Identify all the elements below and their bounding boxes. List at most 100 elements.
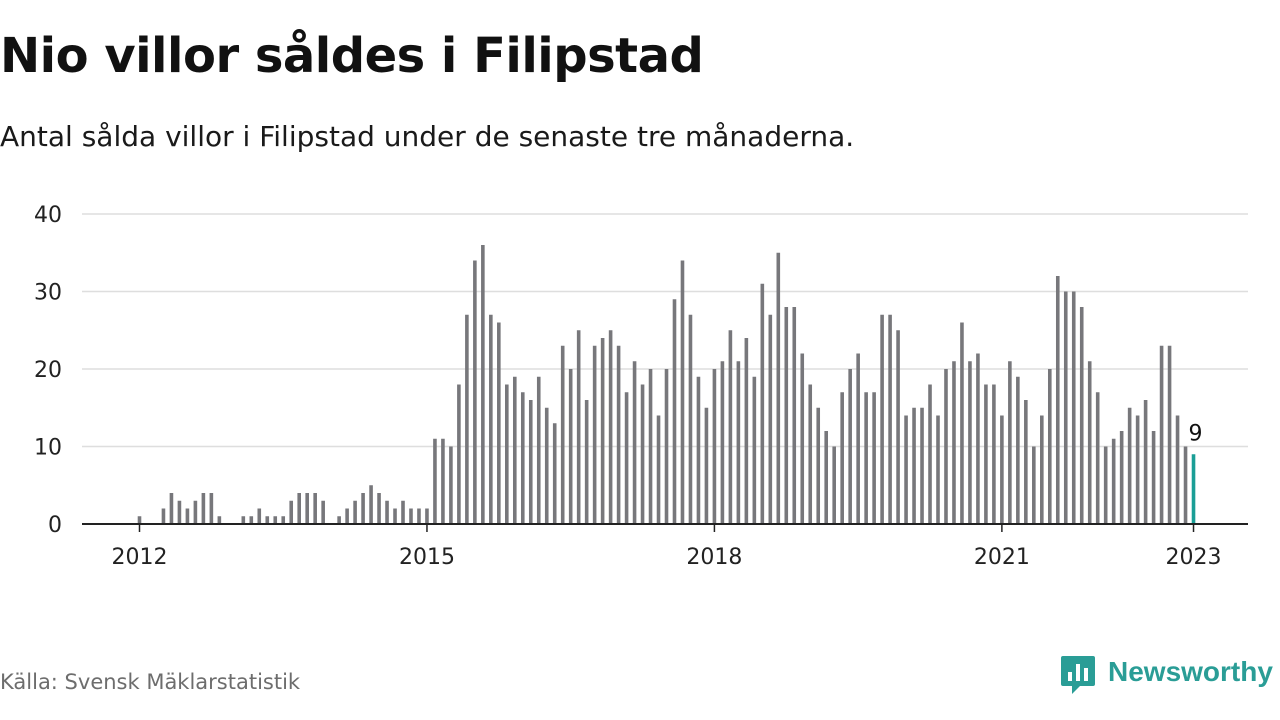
y-tick-label: 20	[34, 358, 62, 383]
bar	[1095, 392, 1100, 524]
bar	[936, 415, 940, 524]
bar	[696, 376, 701, 524]
bar	[704, 407, 709, 524]
bar	[385, 500, 389, 524]
bar	[313, 493, 317, 524]
bar	[672, 299, 677, 524]
bar	[888, 314, 892, 524]
bar	[928, 384, 932, 524]
bar	[720, 361, 725, 524]
bar	[1032, 446, 1036, 524]
bar	[481, 245, 485, 524]
bar	[864, 392, 868, 524]
bar	[856, 353, 860, 524]
bar	[321, 500, 325, 524]
bar	[824, 431, 829, 524]
bar	[1040, 415, 1044, 524]
bar	[1183, 446, 1188, 524]
bar	[1087, 361, 1092, 524]
bar	[449, 446, 453, 524]
bar	[1000, 415, 1004, 524]
bar	[728, 330, 733, 524]
bar	[177, 500, 182, 524]
chart-title: Nio villor såldes i Filipstad	[0, 28, 704, 84]
bar-chart: 0 10 20 30 40 2012 2015 2018 2021 2023 9	[34, 203, 1248, 570]
data-label: 9	[1189, 421, 1203, 446]
bar	[185, 508, 190, 524]
bar	[161, 508, 166, 524]
bar	[1159, 345, 1164, 524]
bar	[920, 407, 924, 524]
bar	[712, 369, 717, 524]
bar	[1175, 415, 1180, 524]
bar	[792, 307, 797, 524]
y-tick-label: 0	[48, 513, 62, 538]
bar	[1055, 276, 1060, 524]
bar	[209, 493, 214, 524]
bar	[377, 493, 381, 524]
bar	[576, 330, 581, 524]
x-tick-label: 2023	[1166, 545, 1222, 570]
bar	[217, 516, 222, 524]
bar	[345, 508, 349, 524]
x-tick-label: 2018	[686, 545, 742, 570]
bar	[984, 384, 988, 524]
bar	[353, 500, 357, 524]
bar	[616, 345, 621, 524]
bar	[1151, 431, 1156, 524]
bar	[417, 508, 421, 524]
bar	[409, 508, 413, 524]
bar	[457, 384, 461, 524]
bar	[600, 338, 605, 524]
bar	[568, 369, 573, 524]
bar	[201, 493, 206, 524]
source-note: Källa: Svensk Mäklarstatistik	[0, 670, 301, 694]
bar	[752, 376, 757, 524]
bar	[512, 376, 517, 524]
bar	[832, 446, 836, 524]
bar	[760, 283, 765, 524]
bar	[1135, 415, 1140, 524]
newsworthy-logo-icon	[1061, 656, 1095, 694]
bar	[1111, 438, 1116, 524]
bar	[560, 345, 565, 524]
bar	[848, 369, 852, 524]
bar	[1008, 361, 1012, 524]
bar	[1143, 400, 1148, 524]
bar	[904, 415, 908, 524]
bar	[193, 500, 198, 524]
bar	[361, 493, 365, 524]
bar-highlight	[1191, 454, 1196, 524]
bar	[265, 516, 270, 524]
bar	[632, 361, 637, 524]
bar	[1127, 407, 1132, 524]
x-tick-label: 2012	[112, 545, 168, 570]
bar	[992, 384, 996, 524]
bar	[505, 384, 509, 524]
bar	[1119, 431, 1124, 524]
bar	[872, 392, 876, 524]
bar	[744, 338, 749, 524]
brand-name: Newsworthy	[1108, 656, 1273, 687]
bar	[840, 392, 844, 524]
bar	[544, 407, 549, 524]
bar	[1063, 291, 1068, 524]
bar	[1079, 307, 1084, 524]
bar	[369, 485, 373, 524]
bar	[688, 314, 693, 524]
bar	[680, 260, 685, 524]
bar	[1071, 291, 1076, 524]
bar	[816, 407, 821, 524]
bar	[1103, 446, 1108, 524]
bar	[976, 353, 980, 524]
bar	[624, 392, 629, 524]
bar	[952, 361, 956, 524]
y-tick-label: 30	[34, 281, 62, 306]
bar	[584, 400, 589, 524]
bar	[968, 361, 972, 524]
bar	[640, 384, 645, 524]
bar	[241, 516, 246, 524]
bar	[536, 376, 541, 524]
bar	[1024, 400, 1028, 524]
bar	[281, 516, 286, 524]
